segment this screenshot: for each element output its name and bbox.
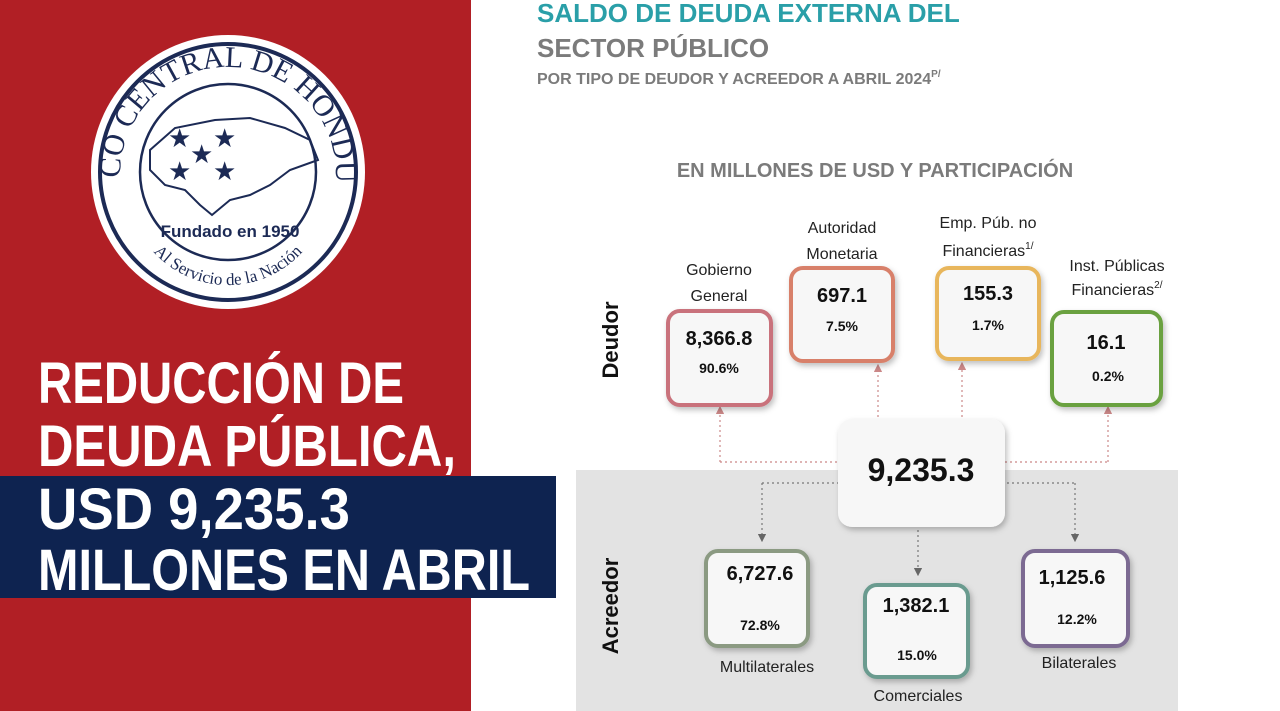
svg-text:★: ★ xyxy=(168,156,191,186)
item-label-line: Financieras1/ xyxy=(942,241,1033,260)
item-label-line: Financieras2/ xyxy=(1071,280,1162,299)
units: EN MILLONES DE USD Y PARTICIPACIÓN xyxy=(677,158,1073,182)
item-value: 16.1 xyxy=(1087,332,1126,354)
item-box xyxy=(1050,310,1163,407)
item-label: Monetaria xyxy=(806,246,877,263)
item-box xyxy=(863,583,970,679)
deudor-item: Gobierno General 8,366.8 90.6% xyxy=(666,262,773,407)
deudor-item: Emp. Púb. no Financieras1/ 155.3 1.7% xyxy=(935,215,1041,361)
subtitle-text: POR TIPO DE DEUDOR Y ACREEDOR A ABRIL 20… xyxy=(537,71,931,88)
item-share: 1.7% xyxy=(972,317,1004,333)
item-box xyxy=(704,549,810,648)
item-value: 697.1 xyxy=(817,285,867,307)
headline-line: REDUCCIÓN DE xyxy=(38,351,404,416)
deudor-item: Autoridad Monetaria 697.1 7.5% xyxy=(789,220,895,363)
item-box xyxy=(789,266,895,363)
logo-outer xyxy=(91,35,365,309)
headline-line: DEUDA PÚBLICA, xyxy=(38,414,456,479)
item-label: Financieras xyxy=(942,243,1025,260)
acreedor-item: 6,727.6 72.8% Multilaterales xyxy=(704,549,814,676)
headline-band xyxy=(0,476,556,598)
acreedor-item: 1,382.1 15.0% Comerciales xyxy=(863,583,970,705)
item-label: Financieras xyxy=(1071,282,1154,299)
item-label: Bilaterales xyxy=(1042,655,1117,672)
item-label: Gobierno xyxy=(686,262,752,279)
item-value: 1,382.1 xyxy=(883,595,950,617)
item-share: 72.8% xyxy=(740,617,780,633)
subtitle-note: P/ xyxy=(931,69,941,80)
item-value: 1,125.6 xyxy=(1039,567,1106,589)
total-box xyxy=(838,419,1005,527)
item-label: General xyxy=(691,288,748,305)
logo-inner-ring xyxy=(138,82,318,262)
acreedor-item: 1,125.6 12.2% Bilaterales xyxy=(1021,549,1130,672)
item-value: 6,727.6 xyxy=(727,563,794,585)
item-share: 0.2% xyxy=(1092,368,1124,384)
headline-line: MILLONES EN ABRIL xyxy=(38,538,530,603)
item-share: 15.0% xyxy=(897,647,937,663)
acreedor-label: Acreedor xyxy=(598,557,623,654)
item-share: 90.6% xyxy=(699,360,739,376)
svg-text:★: ★ xyxy=(213,123,236,153)
title: SECTOR PÚBLICO xyxy=(537,33,769,63)
item-note: 1/ xyxy=(1025,241,1034,252)
logo: BANCO CENTRAL DE HONDURAS Al Servicio de… xyxy=(0,0,365,309)
title: SALDO DE DEUDA EXTERNA DEL xyxy=(537,0,960,28)
total-value: 9,235.3 xyxy=(868,452,975,488)
headline-line: USD 9,235.3 xyxy=(38,477,350,542)
item-label: Emp. Púb. no xyxy=(940,215,1037,232)
logo-ring xyxy=(98,42,358,302)
logo-map xyxy=(149,116,320,217)
item-note: 2/ xyxy=(1154,280,1163,291)
deudor-label: Deudor xyxy=(598,301,623,378)
logo-center: Fundado en 1950 xyxy=(161,222,300,241)
item-box xyxy=(666,309,773,407)
item-box xyxy=(935,266,1041,361)
item-label: Autoridad xyxy=(808,220,877,237)
svg-text:★: ★ xyxy=(168,123,191,153)
svg-text:★: ★ xyxy=(213,156,236,186)
subtitle: POR TIPO DE DEUDOR Y ACREEDOR A ABRIL 20… xyxy=(537,69,941,88)
item-share: 7.5% xyxy=(826,318,858,334)
svg-text:★: ★ xyxy=(190,139,213,169)
item-share: 12.2% xyxy=(1057,611,1097,627)
item-value: 155.3 xyxy=(963,283,1013,305)
item-box xyxy=(1021,549,1130,648)
item-label: Multilaterales xyxy=(720,659,814,676)
item-label: Inst. Públicas xyxy=(1069,258,1164,275)
logo-stars: ★ ★★★ ★ xyxy=(168,123,236,186)
deudor-item: Inst. Públicas Financieras2/ 16.1 0.2% xyxy=(1050,258,1165,407)
item-label: Comerciales xyxy=(874,688,963,705)
item-value: 8,366.8 xyxy=(686,328,753,350)
